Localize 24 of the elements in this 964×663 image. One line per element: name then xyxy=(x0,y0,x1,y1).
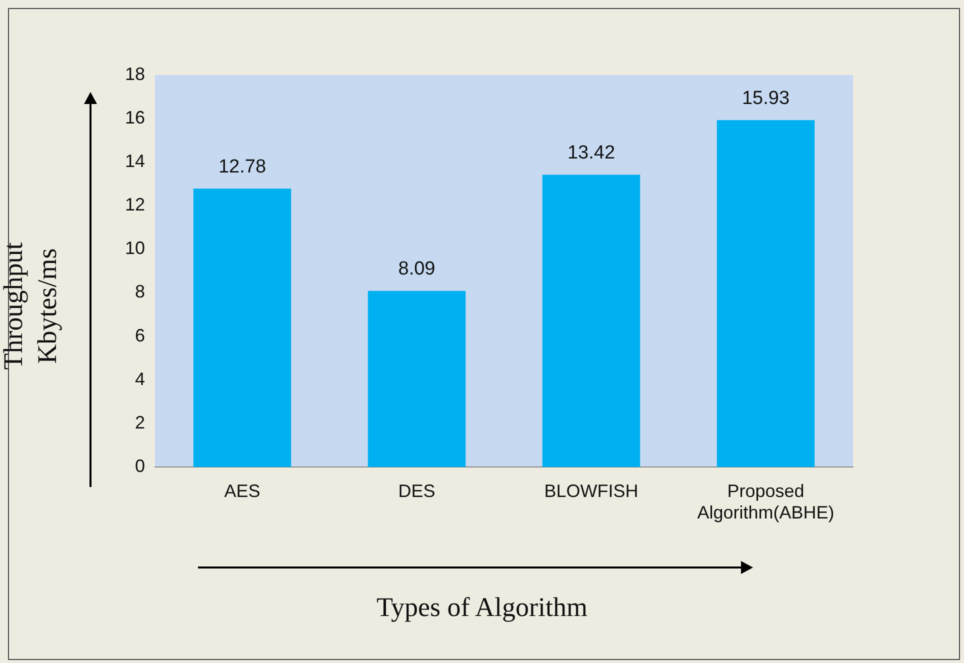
data-label: 15.93 xyxy=(742,88,790,109)
x-tick-label: Proposed Algorithm(ABHE) xyxy=(697,480,834,522)
y-tick-label: 12 xyxy=(124,194,145,215)
y-tick-label: 16 xyxy=(124,108,145,128)
x-tick-label: DES xyxy=(398,480,436,501)
y-tick-label: 2 xyxy=(134,412,145,432)
x-axis-title: Types of Algorithm xyxy=(375,592,589,623)
data-label: 13.42 xyxy=(567,142,616,164)
y-tick-label: 18 xyxy=(124,64,145,84)
data-label: 12.78 xyxy=(218,156,266,178)
y-tick-label: 6 xyxy=(134,325,145,346)
x-tick-label: AES xyxy=(224,480,260,501)
bar xyxy=(542,174,640,467)
y-tick-label: 0 xyxy=(134,456,145,476)
y-tick-label: 10 xyxy=(124,238,145,258)
y-tick-label: 4 xyxy=(134,368,145,389)
y-tick-label: 8 xyxy=(134,282,145,302)
bar xyxy=(368,290,466,467)
y-tick-label: 14 xyxy=(124,151,145,172)
x-tick-label: BLOWFISH xyxy=(544,480,638,501)
data-label: 8.09 xyxy=(398,258,436,280)
bar xyxy=(193,188,292,467)
bar xyxy=(716,120,815,467)
y-axis-title: Throughput Kbytes/ms xyxy=(0,241,63,372)
